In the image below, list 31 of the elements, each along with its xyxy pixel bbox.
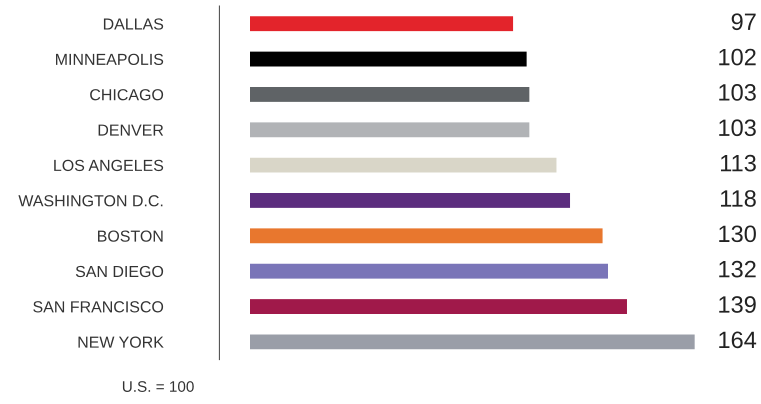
y-tick-label: WASHINGTON D.C. [18,195,162,206]
bar [250,87,530,102]
bar [250,193,570,208]
y-tick-label: DENVER [98,124,164,136]
y-tick-label: BOSTON [98,230,163,242]
y-tick-label: MINNEAPOLIS [56,54,164,66]
data-label: 113 [720,154,756,172]
bar [250,228,603,244]
bar [250,52,527,67]
data-label: 97 [732,13,756,30]
data-label: 102 [719,48,756,66]
bar [250,264,608,279]
y-tick-label: LOS ANGELES [54,160,164,172]
data-label: 132 [719,260,756,278]
bar [250,158,556,173]
text: U.S. = 100 [122,381,194,392]
bar [250,334,695,350]
y-tick-label: SAN FRANCISCO [33,301,164,312]
data-label: 103 [719,119,756,136]
y-tick-label: CHICAGO [90,89,164,100]
bar [250,16,514,32]
data-label: 139 [719,296,756,313]
y-tick-label: DALLAS [104,18,164,30]
y-tick-label: SAN DIEGO [76,266,164,278]
data-label: 164 [719,332,756,348]
data-label: 103 [719,84,756,101]
bar [250,122,530,138]
data-label: 130 [719,225,756,242]
data-label: 118 [720,190,756,207]
bar [250,299,627,314]
y-tick-label: NEW YORK [78,336,164,348]
